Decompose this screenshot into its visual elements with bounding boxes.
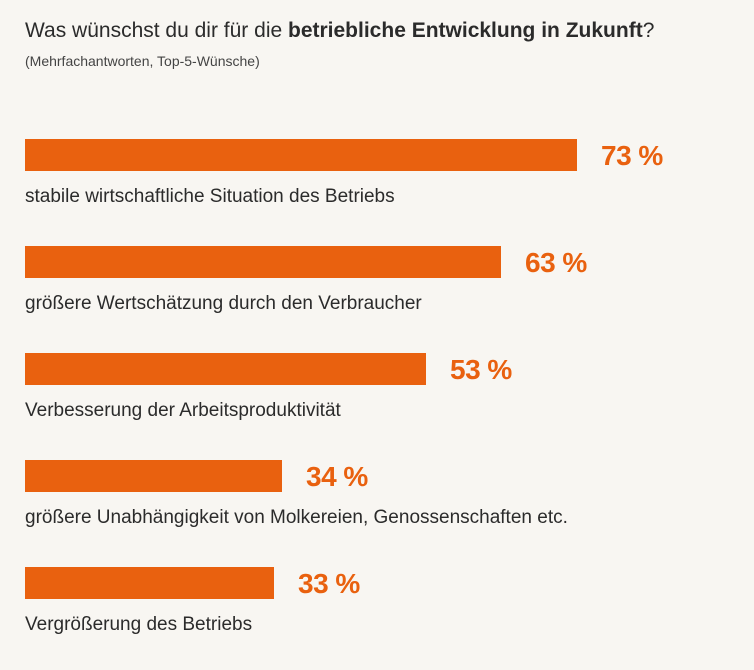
category-label-5: Vergrößerung des Betriebs [25, 614, 253, 635]
bar-4 [25, 460, 282, 492]
bar-2 [25, 246, 501, 278]
value-label-2: 63 % [525, 247, 587, 278]
category-label-1: stabile wirtschaftliche Situation des Be… [25, 186, 395, 207]
bar-1 [25, 139, 577, 171]
bar-5 [25, 567, 274, 599]
category-label-2: größere Wertschätzung durch den Verbrauc… [25, 293, 422, 314]
chart-subtitle: (Mehrfachantworten, Top-5-Wünsche) [25, 53, 260, 69]
title-text-pre: Was wünschst du dir für die [25, 19, 288, 42]
value-label-5: 33 % [298, 568, 360, 599]
value-label-3: 53 % [450, 354, 512, 385]
bar-3 [25, 353, 426, 385]
category-label-4: größere Unabhängigkeit von Molkereien, G… [25, 507, 568, 528]
value-label-4: 34 % [306, 461, 368, 492]
category-label-3: Verbesserung der Arbeitsproduktivität [25, 400, 341, 421]
title-text-bold: betriebliche Entwicklung in Zukunft [288, 19, 643, 42]
value-label-1: 73 % [601, 140, 663, 171]
title-text-post: ? [642, 19, 655, 42]
chart-title: Was wünschst du dir für die betriebliche… [25, 18, 654, 44]
